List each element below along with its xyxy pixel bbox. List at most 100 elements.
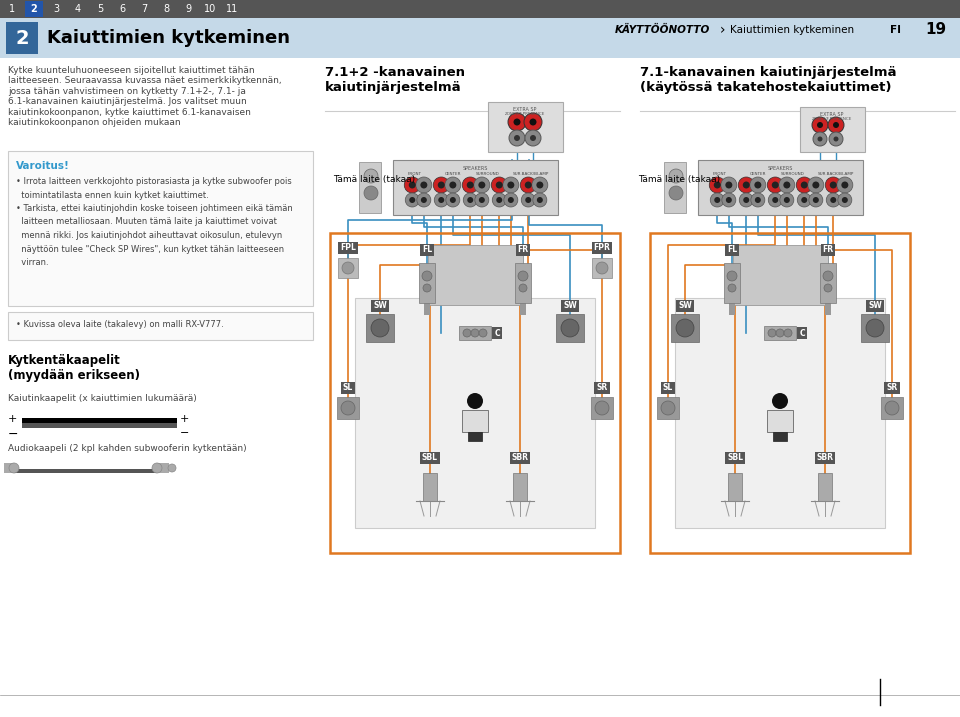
Circle shape bbox=[492, 177, 507, 193]
Circle shape bbox=[768, 193, 782, 207]
Bar bbox=[419, 263, 435, 303]
Text: 6: 6 bbox=[119, 4, 125, 14]
Circle shape bbox=[479, 197, 485, 203]
Text: SBL: SBL bbox=[422, 453, 438, 462]
Bar bbox=[724, 263, 740, 303]
Circle shape bbox=[669, 186, 683, 200]
Bar bbox=[800, 107, 865, 152]
Circle shape bbox=[514, 135, 520, 141]
Bar bbox=[22, 423, 177, 428]
Circle shape bbox=[364, 186, 378, 200]
Circle shape bbox=[504, 193, 517, 207]
Bar bbox=[6, 22, 38, 54]
Text: 7: 7 bbox=[141, 4, 147, 14]
Bar bbox=[861, 314, 889, 342]
Bar bbox=[488, 102, 563, 152]
Circle shape bbox=[829, 132, 843, 146]
Circle shape bbox=[812, 117, 828, 133]
Circle shape bbox=[751, 193, 765, 207]
Text: 7.1-kanavainen kaiutinjärjestelmä
(käytössä takatehostekaiuttimet): 7.1-kanavainen kaiutinjärjestelmä (käytö… bbox=[640, 66, 897, 94]
Circle shape bbox=[404, 177, 420, 193]
Bar bbox=[423, 473, 437, 501]
Circle shape bbox=[783, 181, 790, 189]
Circle shape bbox=[813, 132, 827, 146]
Circle shape bbox=[833, 122, 839, 128]
Circle shape bbox=[521, 193, 536, 207]
Text: 7.1+2 -kanavainen
kaiutinjärjestelmä: 7.1+2 -kanavainen kaiutinjärjestelmä bbox=[325, 66, 465, 94]
Circle shape bbox=[438, 181, 444, 189]
Circle shape bbox=[341, 401, 355, 415]
Circle shape bbox=[738, 177, 755, 193]
Text: −: − bbox=[180, 428, 189, 438]
Text: 4: 4 bbox=[75, 4, 81, 14]
Circle shape bbox=[838, 193, 852, 207]
Circle shape bbox=[726, 181, 732, 189]
Circle shape bbox=[518, 271, 528, 281]
Circle shape bbox=[420, 181, 427, 189]
Text: Kaiuttimien kytkeminen: Kaiuttimien kytkeminen bbox=[730, 25, 854, 35]
Text: FL: FL bbox=[727, 245, 737, 255]
Circle shape bbox=[768, 329, 776, 337]
Circle shape bbox=[479, 329, 487, 337]
Circle shape bbox=[841, 181, 849, 189]
Circle shape bbox=[743, 197, 749, 203]
Circle shape bbox=[503, 177, 518, 193]
Circle shape bbox=[423, 284, 431, 292]
Text: FR: FR bbox=[823, 245, 833, 255]
Circle shape bbox=[709, 177, 725, 193]
Circle shape bbox=[808, 177, 824, 193]
Circle shape bbox=[417, 193, 431, 207]
Circle shape bbox=[817, 122, 823, 128]
Bar bbox=[8, 312, 313, 340]
Bar bbox=[366, 314, 394, 342]
Circle shape bbox=[525, 197, 531, 203]
Circle shape bbox=[508, 113, 526, 131]
Circle shape bbox=[342, 262, 354, 274]
Text: −: − bbox=[8, 428, 18, 441]
Circle shape bbox=[9, 463, 19, 473]
Text: SURROUND: SURROUND bbox=[476, 172, 500, 176]
Bar bbox=[459, 326, 491, 340]
Circle shape bbox=[833, 136, 838, 141]
Bar bbox=[424, 303, 430, 315]
Bar bbox=[729, 303, 735, 315]
Circle shape bbox=[530, 118, 537, 125]
Circle shape bbox=[727, 271, 737, 281]
Circle shape bbox=[713, 181, 721, 189]
Text: FPR: FPR bbox=[593, 244, 611, 252]
Circle shape bbox=[519, 284, 527, 292]
Circle shape bbox=[496, 197, 502, 203]
Circle shape bbox=[743, 181, 750, 189]
Bar bbox=[818, 473, 832, 501]
Text: FR: FR bbox=[517, 245, 529, 255]
Bar bbox=[773, 432, 787, 441]
Circle shape bbox=[830, 197, 836, 203]
Circle shape bbox=[721, 177, 737, 193]
Circle shape bbox=[809, 193, 823, 207]
Circle shape bbox=[796, 177, 812, 193]
Circle shape bbox=[468, 197, 473, 203]
Bar bbox=[698, 160, 863, 215]
Text: SUR.BACK/BI-AMP: SUR.BACK/BI-AMP bbox=[513, 172, 549, 176]
Circle shape bbox=[780, 193, 794, 207]
Text: 8: 8 bbox=[163, 4, 169, 14]
Circle shape bbox=[772, 181, 779, 189]
Text: SW: SW bbox=[678, 302, 692, 310]
Text: 2: 2 bbox=[15, 29, 29, 47]
Text: FI: FI bbox=[890, 25, 901, 35]
Bar bbox=[515, 263, 531, 303]
Text: SL: SL bbox=[343, 384, 353, 392]
Bar bbox=[22, 418, 177, 423]
Circle shape bbox=[445, 193, 460, 207]
Circle shape bbox=[509, 130, 525, 146]
Circle shape bbox=[152, 463, 162, 473]
Circle shape bbox=[772, 393, 788, 409]
Text: Varoitus!: Varoitus! bbox=[16, 161, 70, 171]
Text: SW: SW bbox=[373, 302, 387, 310]
Circle shape bbox=[818, 136, 823, 141]
Text: 5: 5 bbox=[97, 4, 103, 14]
Circle shape bbox=[661, 401, 675, 415]
Bar bbox=[8, 151, 313, 306]
Text: • Kuvissa oleva laite (takalevy) on malli RX-V777.: • Kuvissa oleva laite (takalevy) on mall… bbox=[16, 320, 224, 329]
Bar bbox=[355, 298, 595, 528]
